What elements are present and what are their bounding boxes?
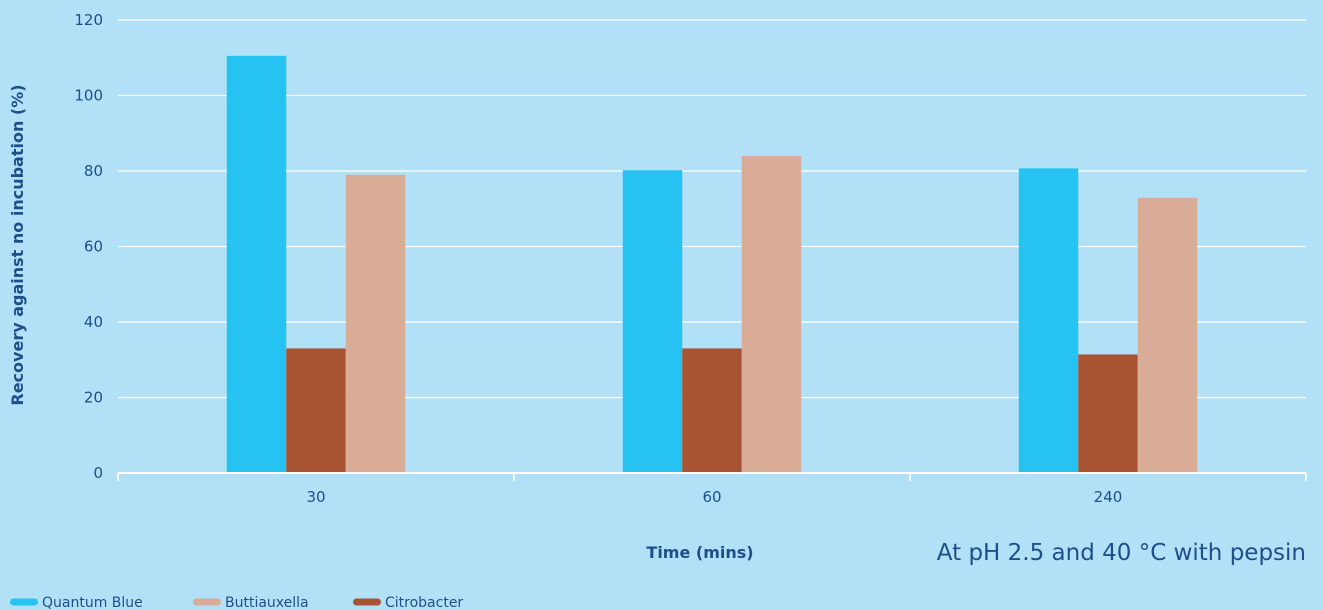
x-axis-label: Time (mins) (646, 543, 753, 562)
gridlines (118, 19, 1306, 399)
y-axis-label: Recovery against no incubation (%) (8, 84, 27, 405)
bar-citrobacter-30 (286, 348, 346, 473)
legend: Quantum Blue Buttiauxella Citrobacter (10, 595, 463, 610)
y-tick-label: 80 (84, 162, 103, 180)
legend-swatch (353, 598, 381, 606)
x-tick-label: 240 (1094, 488, 1123, 506)
legend-label: Buttiauxella (225, 595, 309, 610)
y-tick-label: 0 (93, 464, 103, 482)
x-tick-label: 60 (702, 488, 721, 506)
chart-annotation: At pH 2.5 and 40 °C with pepsin (937, 540, 1306, 566)
bar-buttiauxella-30 (345, 174, 406, 473)
y-tick-label: 60 (84, 238, 103, 256)
bar-quantum-blue-30 (226, 55, 287, 474)
legend-swatch (10, 598, 38, 606)
y-tick-label: 120 (74, 11, 103, 29)
x-axis: 30 60 240 (117, 472, 1307, 506)
bar-buttiauxella-60 (741, 155, 802, 473)
y-tick-label: 100 (74, 87, 103, 105)
legend-swatch (193, 598, 221, 606)
bar-citrobacter-240 (1078, 354, 1138, 473)
y-tick-label: 40 (84, 313, 103, 331)
bar-quantum-blue-240 (1018, 168, 1079, 474)
bars (226, 55, 1198, 474)
bar-quantum-blue-60 (622, 170, 683, 473)
legend-label: Citrobacter (385, 595, 463, 610)
bar-citrobacter-60 (682, 348, 742, 473)
bar-buttiauxella-240 (1137, 197, 1198, 474)
y-axis-ticks: 0 20 40 60 80 100 120 (74, 11, 103, 482)
x-tick-label: 30 (306, 488, 325, 506)
y-tick-label: 20 (84, 389, 103, 407)
legend-label: Quantum Blue (42, 595, 143, 610)
